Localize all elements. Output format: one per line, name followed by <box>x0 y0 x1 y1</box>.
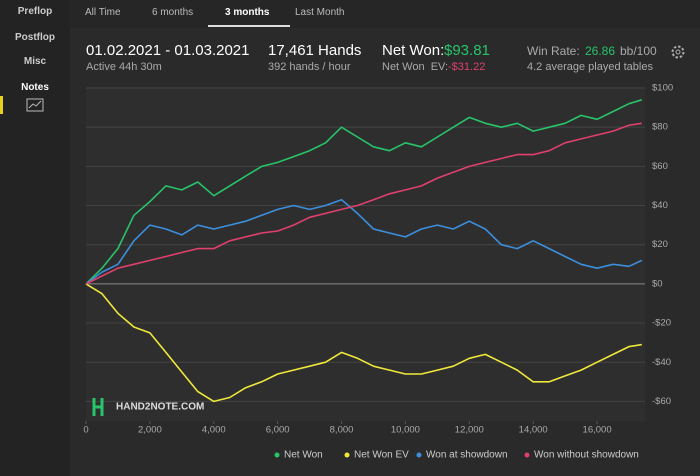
hands-rate: 392 hands / hour <box>268 61 351 73</box>
chart-icon[interactable] <box>26 98 44 112</box>
tab[interactable]: 6 months <box>152 7 194 18</box>
legend-marker <box>344 452 350 458</box>
tab[interactable]: 3 months <box>225 7 270 18</box>
x-tick-label: 12,000 <box>455 425 484 436</box>
series-line <box>85 198 643 285</box>
tab[interactable]: Last Month <box>295 7 345 18</box>
y-tick-label: $80 <box>652 122 668 133</box>
win-rate-value: 26.86 <box>585 44 616 58</box>
x-tick-label: 16,000 <box>583 425 612 436</box>
x-tick-label: 14,000 <box>519 425 548 436</box>
legend-marker <box>416 452 422 458</box>
win-rate-unit: bb/100 <box>620 44 657 58</box>
legend-label: Net Won <box>284 450 323 461</box>
ev-value: -$31.22 <box>448 61 486 73</box>
sidebar-item[interactable]: Postflop <box>15 32 55 43</box>
tab[interactable]: All Time <box>85 7 121 18</box>
sidebar-item[interactable]: Misc <box>23 56 47 67</box>
x-tick-label: 4,000 <box>202 425 226 436</box>
x-tick-label: 2,000 <box>138 425 162 436</box>
y-tick-label: -$20 <box>652 318 671 329</box>
active-time: Active 44h 30m <box>86 61 162 73</box>
tables: 4.2 average played tables <box>527 61 653 73</box>
sidebar-item[interactable]: Notes <box>21 82 49 93</box>
settings-icon[interactable] <box>670 44 686 60</box>
y-tick-label: $0 <box>652 278 663 289</box>
legend-label: Won without showdown <box>534 450 639 461</box>
active-indicator <box>0 96 3 114</box>
watermark: HAND2NOTE.COM <box>116 402 204 413</box>
x-tick-label: 10,000 <box>391 425 420 436</box>
sidebar: Preflop Postflop Misc Notes <box>0 0 70 476</box>
legend-marker <box>524 452 530 458</box>
plot-background <box>86 88 645 421</box>
y-tick-label: -$60 <box>652 396 671 407</box>
hands: 17,461 Hands <box>268 42 362 59</box>
y-tick-label: $20 <box>652 239 668 250</box>
y-tick-label: $100 <box>652 83 673 94</box>
net-won-value: $93.81 <box>444 42 490 59</box>
x-tick-label: 6,000 <box>266 425 290 436</box>
y-tick-label: $60 <box>652 161 668 172</box>
ev-label: Net Won EV: <box>382 61 449 73</box>
legend-marker <box>274 452 280 458</box>
watermark-logo <box>92 398 104 416</box>
y-tick-label: $40 <box>652 200 668 211</box>
x-tick-label: 0 <box>83 425 88 436</box>
legend-label: Won at showdown <box>426 450 508 461</box>
sidebar-item[interactable]: Preflop <box>17 6 53 17</box>
y-tick-label: -$40 <box>652 357 671 368</box>
x-tick-label: 8,000 <box>330 425 354 436</box>
series-line <box>85 283 642 403</box>
period: 01.02.2021 - 01.03.2021 <box>86 42 250 59</box>
tab-underline <box>208 25 290 27</box>
net-won-label: Net Won: <box>382 42 445 59</box>
win-rate-label: Win Rate: <box>527 44 580 58</box>
legend-label: Net Won EV <box>354 450 409 461</box>
series-line <box>85 122 642 285</box>
series-line <box>85 99 643 285</box>
tab-bar: All Time 6 months 3 months Last Month <box>70 0 700 28</box>
